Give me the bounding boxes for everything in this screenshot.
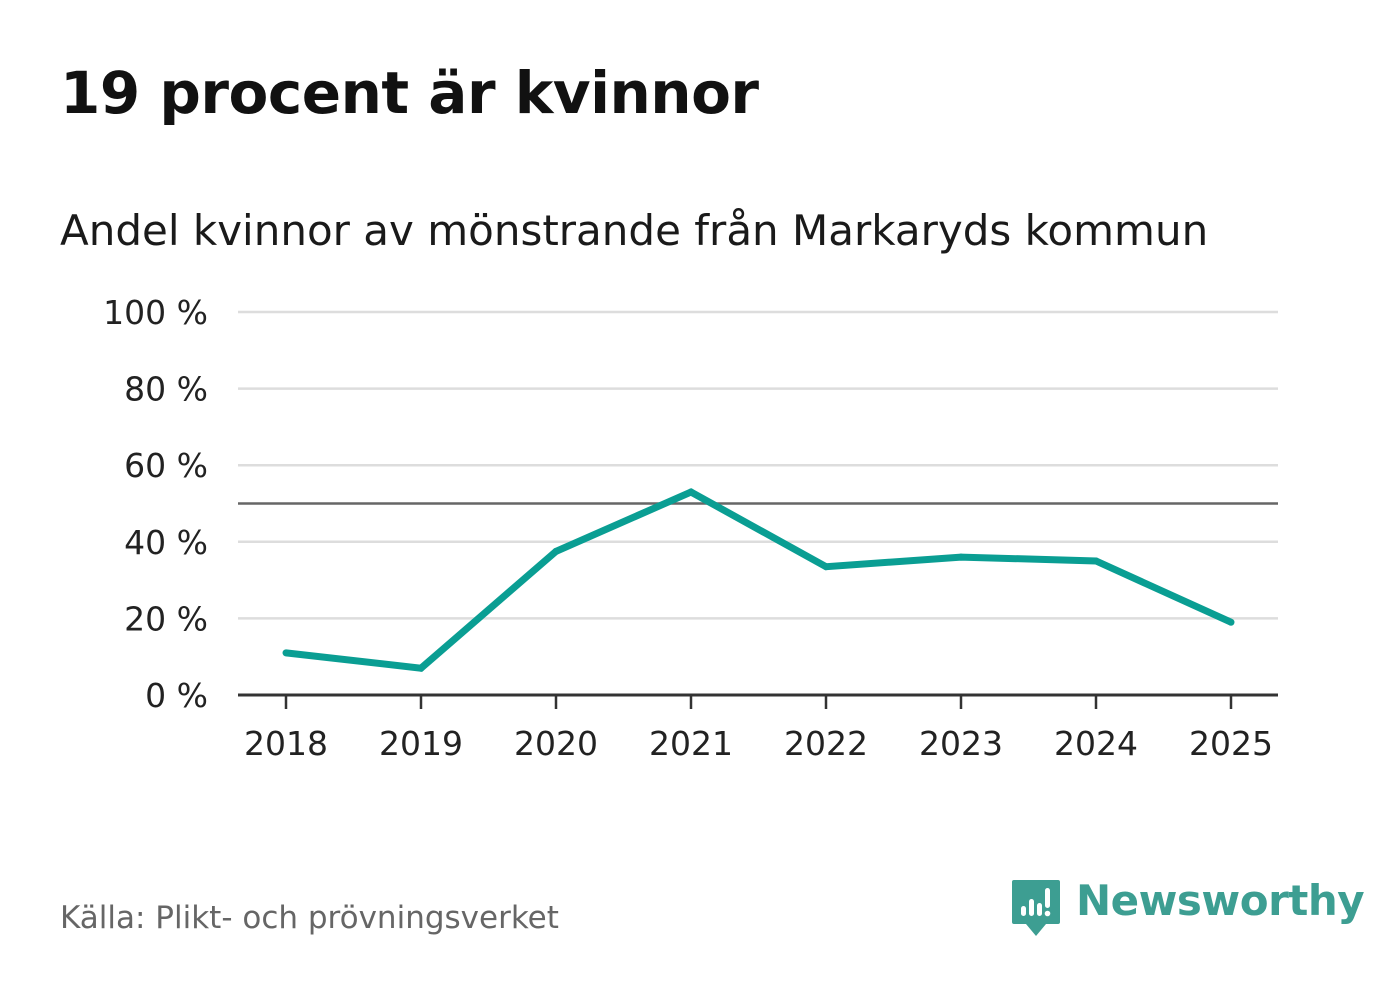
y-tick-label: 60 % [124,446,208,485]
chart-subtitle: Andel kvinnor av mönstrande från Markary… [60,206,1209,255]
newsworthy-logo-icon [1012,880,1060,936]
x-tick-label: 2021 [649,724,733,763]
source-note: Källa: Plikt- och prövningsverket [60,900,559,936]
x-tick-label: 2019 [379,724,463,763]
data-point-2021 [687,488,695,496]
x-tick-label: 2022 [784,724,868,763]
data-point-2019 [417,664,425,672]
series-line-0 [285,488,1233,672]
data-point-2020 [552,547,560,555]
data-point-2018 [282,649,290,657]
x-tick-label: 2018 [244,724,328,763]
data-point-2025 [1227,618,1235,626]
headline: 19 procent är kvinnor [60,59,759,127]
data-point-2023 [957,553,965,561]
y-tick-label: 20 % [124,599,208,638]
data-point-2024 [1092,557,1100,565]
x-axis-ticks: 2018 2019 2020 2021 2022 2023 2024 2025 [244,695,1273,763]
x-tick-label: 2024 [1054,724,1138,763]
y-tick-label: 80 % [124,370,208,409]
x-tick-label: 2020 [514,724,598,763]
newsworthy-logo: Newsworthy [1010,876,1365,940]
y-tick-label: 0 % [145,676,208,715]
data-point-2022 [822,563,830,571]
y-tick-label: 100 % [103,293,208,332]
series [282,488,1235,672]
x-tick-label: 2023 [919,724,1003,763]
y-axis-ticks: 0 % 20 % 40 % 60 % 80 % 100 % [103,293,208,715]
x-tick-label: 2025 [1189,724,1273,763]
brand-name: Newsworthy [1076,876,1365,925]
y-tick-label: 40 % [124,523,208,562]
gridlines [238,310,1278,620]
